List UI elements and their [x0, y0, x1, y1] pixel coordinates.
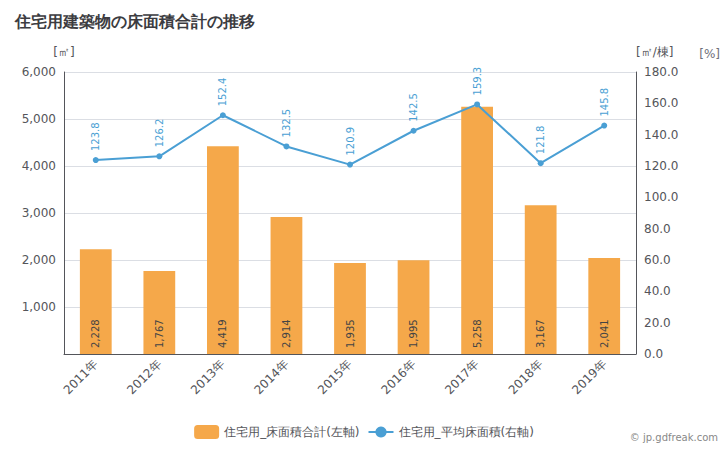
svg-text:60.0: 60.0: [644, 253, 671, 267]
svg-text:住宅用建築物の床面積合計の推移: 住宅用建築物の床面積合計の推移: [14, 12, 255, 31]
svg-text:2018年: 2018年: [506, 357, 546, 397]
svg-text:126.2: 126.2: [154, 119, 165, 148]
svg-text:5,258: 5,258: [472, 319, 483, 348]
svg-text:1,995: 1,995: [408, 319, 419, 348]
svg-text:1,000: 1,000: [22, 300, 56, 314]
svg-text:3,000: 3,000: [22, 206, 56, 220]
svg-text:[%]: [%]: [699, 47, 720, 61]
svg-text:4,000: 4,000: [22, 159, 56, 173]
svg-text:2016年: 2016年: [379, 357, 419, 397]
svg-text:1,767: 1,767: [154, 319, 165, 348]
svg-text:132.5: 132.5: [281, 109, 292, 138]
svg-text:159.3: 159.3: [472, 67, 483, 96]
svg-text:40.0: 40.0: [644, 284, 671, 298]
svg-text:6,000: 6,000: [22, 65, 56, 79]
svg-text:2,914: 2,914: [281, 319, 292, 348]
svg-text:2012年: 2012年: [124, 357, 164, 397]
svg-text:5,000: 5,000: [22, 112, 56, 126]
svg-text:140.0: 140.0: [644, 128, 678, 142]
svg-text:121.8: 121.8: [535, 126, 546, 155]
svg-text:80.0: 80.0: [644, 222, 671, 236]
svg-text:3,167: 3,167: [535, 319, 546, 348]
svg-text:100.0: 100.0: [644, 190, 678, 204]
svg-text:2013年: 2013年: [188, 357, 228, 397]
svg-text:2015年: 2015年: [315, 357, 355, 397]
svg-text:123.8: 123.8: [90, 122, 101, 151]
svg-text:2,000: 2,000: [22, 253, 56, 267]
svg-text:2011年: 2011年: [61, 357, 101, 397]
svg-text:[㎡]: [㎡]: [53, 45, 74, 59]
svg-text:2017年: 2017年: [442, 357, 482, 397]
svg-text:[㎡/棟]: [㎡/棟]: [636, 45, 673, 59]
svg-text:住宅用_平均床面積(右軸): 住宅用_平均床面積(右軸): [398, 425, 534, 439]
svg-text:152.4: 152.4: [217, 78, 228, 107]
svg-text:住宅用_床面積合計(左軸): 住宅用_床面積合計(左軸): [223, 425, 359, 439]
svg-text:© jp.gdfreak.com: © jp.gdfreak.com: [630, 432, 718, 443]
svg-text:142.5: 142.5: [408, 93, 419, 122]
svg-text:120.0: 120.0: [644, 159, 678, 173]
svg-text:20.0: 20.0: [644, 316, 671, 330]
svg-text:2019年: 2019年: [569, 357, 609, 397]
svg-text:180.0: 180.0: [644, 65, 678, 79]
svg-text:145.8: 145.8: [599, 88, 610, 117]
svg-text:1,935: 1,935: [345, 319, 356, 348]
svg-text:120.9: 120.9: [345, 127, 356, 156]
svg-text:4,419: 4,419: [217, 319, 228, 348]
svg-text:2,041: 2,041: [599, 319, 610, 348]
svg-text:160.0: 160.0: [644, 96, 678, 110]
svg-text:2014年: 2014年: [251, 357, 291, 397]
svg-text:2,228: 2,228: [90, 319, 101, 348]
svg-text:0.0: 0.0: [644, 347, 663, 361]
